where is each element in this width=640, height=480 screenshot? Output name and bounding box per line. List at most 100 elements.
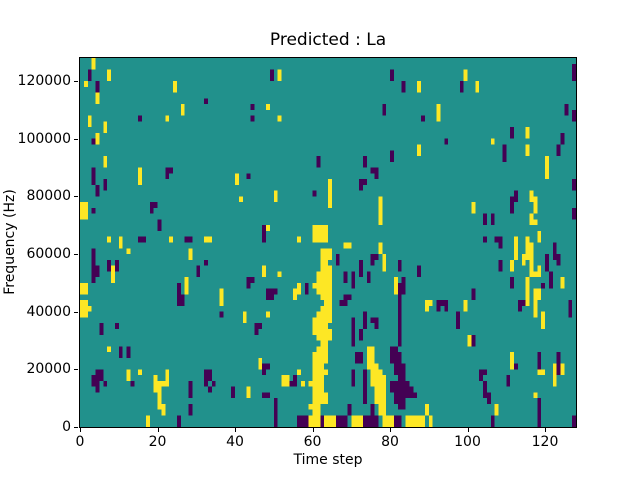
heatmap-cell [297, 369, 301, 376]
heatmap-cell [312, 328, 317, 335]
heatmap-cell [235, 173, 239, 180]
heatmap-cell [320, 317, 325, 324]
heatmap-cell [328, 190, 332, 197]
heatmap-cell [324, 398, 328, 404]
heatmap-cell [374, 317, 379, 324]
heatmap-cell [351, 334, 356, 341]
heatmap-cell [320, 288, 325, 295]
heatmap-cell [328, 317, 332, 324]
heatmap-cell [266, 311, 270, 318]
heatmap-cell [424, 409, 429, 416]
heatmap-cell [320, 369, 325, 376]
heatmap-cell [541, 282, 545, 289]
heatmap-cell [409, 415, 414, 422]
heatmap-cell [556, 369, 561, 376]
heatmap-cell [483, 386, 487, 393]
heatmap-cell [161, 380, 166, 387]
heatmap-cell [537, 415, 542, 422]
heatmap-cell [266, 392, 270, 399]
heatmap-cell [91, 138, 96, 145]
heatmap-cell [382, 421, 387, 427]
heatmap-cell [95, 375, 100, 381]
heatmap-cell [393, 398, 398, 404]
heatmap-cell [324, 288, 328, 295]
heatmap-cell [328, 300, 332, 306]
heatmap-cell [378, 409, 383, 416]
heatmap-cell [277, 69, 282, 76]
heatmap-cell [514, 242, 518, 249]
heatmap-cell [397, 328, 402, 335]
heatmap-cell [312, 415, 317, 422]
heatmap-cell [118, 242, 123, 249]
heatmap-cell [494, 409, 499, 416]
heatmap-cell [188, 236, 193, 243]
heatmap-cell [374, 392, 379, 399]
heatmap-cell [324, 346, 328, 353]
heatmap-cell [204, 380, 208, 387]
x-tick-label: 100 [454, 434, 481, 450]
heatmap-cell [281, 380, 286, 387]
heatmap-cell [351, 328, 356, 335]
x-tick-label: 20 [148, 434, 167, 450]
heatmap-cell [114, 265, 119, 272]
heatmap-cell [339, 421, 344, 427]
heatmap-cell [397, 265, 402, 272]
heatmap-cell [347, 403, 352, 410]
heatmap-cell [262, 230, 266, 237]
heatmap-cell [355, 421, 359, 427]
heatmap-cell [390, 75, 394, 82]
heatmap-cell [324, 225, 328, 231]
heatmap-cell [541, 317, 545, 324]
heatmap-cell [378, 380, 383, 387]
heatmap-cell [95, 86, 100, 93]
heatmap-cell [312, 386, 317, 393]
heatmap-cell [370, 346, 375, 353]
heatmap-cell [374, 421, 379, 427]
heatmap-cell [312, 380, 317, 387]
heatmap-cell [382, 109, 387, 116]
heatmap-cell [91, 277, 96, 283]
heatmap-cell [366, 363, 371, 370]
heatmap-cell [568, 311, 573, 318]
y-tick-label: 100000 [17, 130, 71, 147]
heatmap-cell [572, 115, 576, 122]
heatmap-cell [386, 421, 390, 427]
heatmap-cell [351, 421, 356, 427]
heatmap-cell [529, 265, 534, 272]
heatmap-cell [83, 305, 88, 312]
heatmap-cell [572, 213, 576, 220]
heatmap-cell [316, 311, 321, 318]
heatmap-cell [541, 311, 545, 318]
heatmap-cell [312, 225, 317, 231]
heatmap-cell [165, 369, 170, 376]
heatmap-cell [517, 305, 522, 312]
x-tick-mark [545, 428, 546, 432]
heatmap-cell [428, 421, 433, 427]
heatmap-cell [293, 375, 297, 381]
heatmap-cell [312, 409, 317, 416]
heatmap-cell [91, 265, 96, 272]
heatmap-cell [475, 86, 480, 93]
heatmap-cell [560, 132, 565, 139]
heatmap-cell [269, 288, 274, 295]
heatmap-cell [417, 150, 421, 157]
plot-area [79, 57, 577, 428]
heatmap-cell [173, 81, 177, 87]
heatmap-cell [502, 150, 507, 157]
heatmap-cell [401, 403, 406, 410]
heatmap-cell [366, 421, 371, 427]
heatmap-cell [316, 421, 321, 427]
heatmap-cell [537, 352, 542, 358]
heatmap-cell [359, 179, 363, 185]
heatmap-cell [494, 403, 499, 410]
heatmap-cell [300, 380, 305, 387]
heatmap-cell [91, 173, 96, 180]
heatmap-cell [324, 340, 328, 347]
heatmap-cell [320, 375, 325, 381]
heatmap-cell [320, 398, 325, 404]
heatmap-cell [370, 375, 375, 381]
heatmap-cell [246, 173, 251, 180]
heatmap-cell [436, 115, 441, 122]
heatmap-cell [304, 415, 309, 422]
heatmap-cell [219, 311, 224, 318]
